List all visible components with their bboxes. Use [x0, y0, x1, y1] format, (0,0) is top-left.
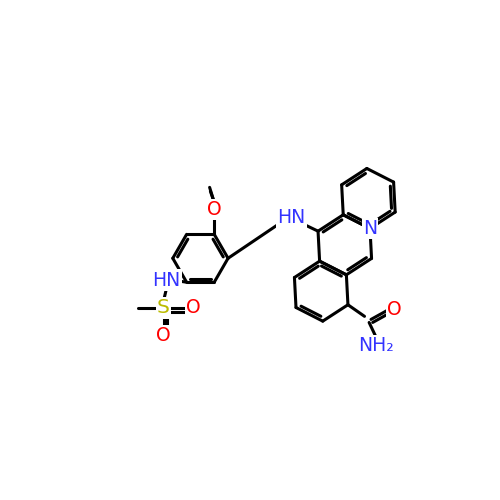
- Text: O: O: [207, 200, 222, 219]
- Text: HN: HN: [277, 208, 305, 227]
- Text: HN: HN: [152, 271, 180, 290]
- Text: O: O: [186, 298, 201, 318]
- Text: O: O: [387, 300, 402, 320]
- Text: O: O: [156, 326, 171, 345]
- Text: N: N: [363, 219, 377, 238]
- Text: NH₂: NH₂: [358, 336, 394, 355]
- Text: S: S: [157, 298, 170, 318]
